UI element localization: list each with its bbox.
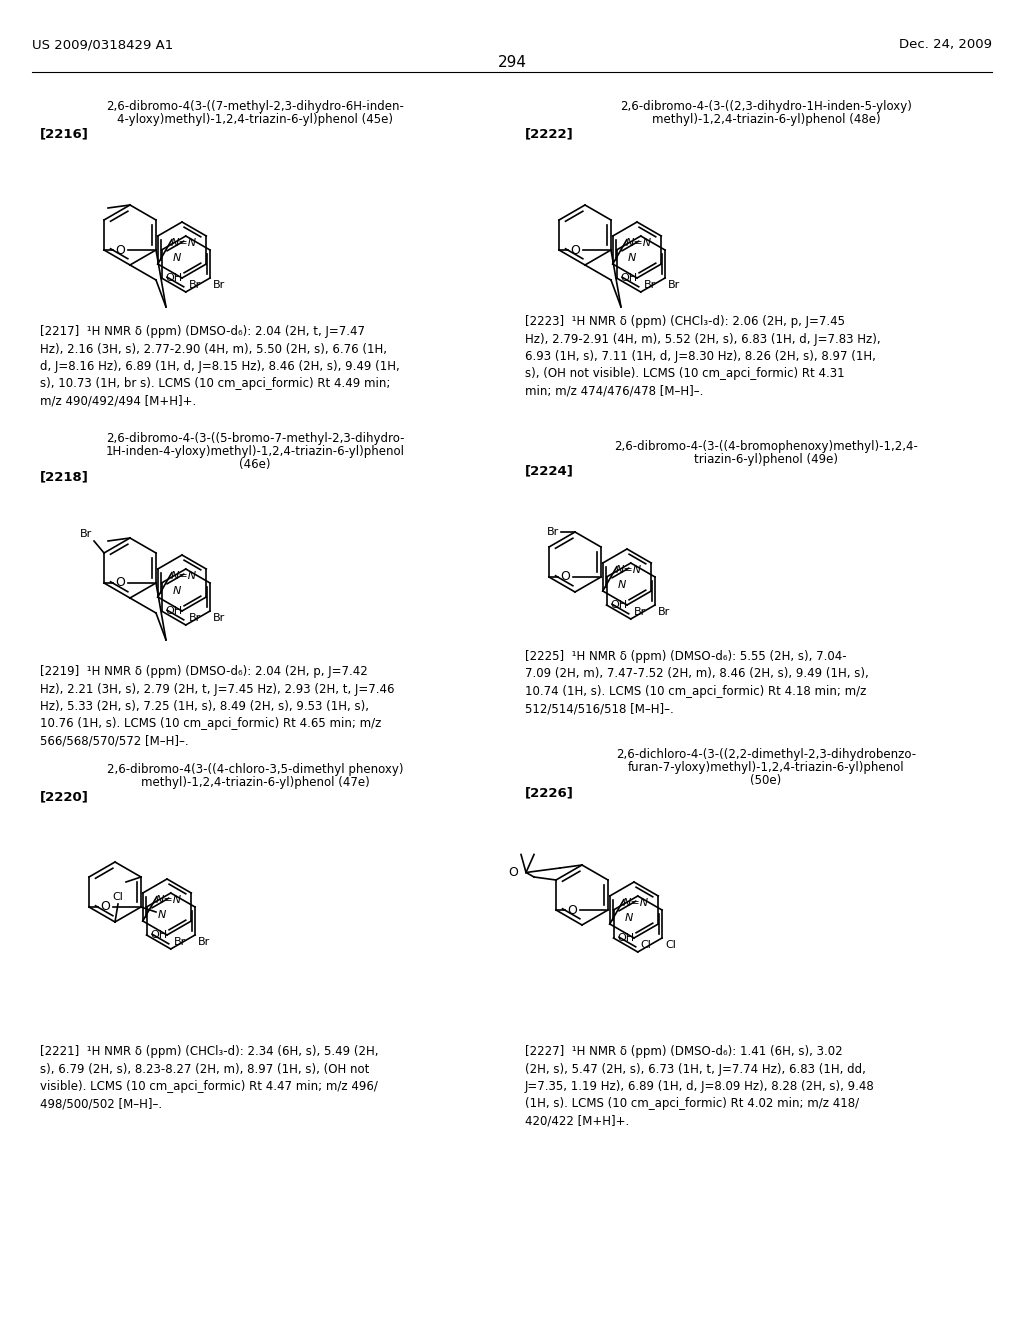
Text: 294: 294	[498, 55, 526, 70]
Text: OH: OH	[617, 933, 635, 942]
Text: N: N	[158, 909, 166, 920]
Text: Br: Br	[668, 280, 680, 290]
Text: N=N: N=N	[626, 238, 652, 248]
Text: [2220]: [2220]	[40, 789, 89, 803]
Text: Br: Br	[198, 937, 210, 946]
Text: 4-yloxy)methyl)-1,2,4-triazin-6-yl)phenol (45e): 4-yloxy)methyl)-1,2,4-triazin-6-yl)pheno…	[117, 114, 393, 125]
Text: Br: Br	[174, 937, 186, 946]
Text: [2217]  ¹H NMR δ (ppm) (DMSO-d₆): 2.04 (2H, t, J=7.47
Hz), 2.16 (3H, s), 2.77-2.: [2217] ¹H NMR δ (ppm) (DMSO-d₆): 2.04 (2…	[40, 325, 399, 408]
Text: OH: OH	[151, 931, 168, 940]
Text: N=N: N=N	[616, 565, 642, 576]
Text: O: O	[115, 577, 125, 590]
Text: N: N	[625, 913, 633, 923]
Text: O: O	[100, 900, 110, 913]
Text: triazin-6-yl)phenol (49e): triazin-6-yl)phenol (49e)	[694, 453, 838, 466]
Text: N: N	[173, 253, 181, 263]
Text: methyl)-1,2,4-triazin-6-yl)phenol (47e): methyl)-1,2,4-triazin-6-yl)phenol (47e)	[140, 776, 370, 789]
Text: [2221]  ¹H NMR δ (ppm) (CHCl₃-d): 2.34 (6H, s), 5.49 (2H,
s), 6.79 (2H, s), 8.23: [2221] ¹H NMR δ (ppm) (CHCl₃-d): 2.34 (6…	[40, 1045, 379, 1110]
Text: 2,6-dibromo-4-(3-((2,3-dihydro-1H-inden-5-yloxy): 2,6-dibromo-4-(3-((2,3-dihydro-1H-inden-…	[621, 100, 912, 114]
Text: Br: Br	[188, 612, 201, 623]
Text: OH: OH	[166, 273, 182, 282]
Text: OH: OH	[166, 606, 182, 616]
Text: Br: Br	[658, 607, 671, 616]
Text: [2222]: [2222]	[525, 127, 573, 140]
Text: O: O	[560, 570, 570, 583]
Text: N=N: N=N	[156, 895, 182, 906]
Text: 2,6-dichloro-4-(3-((2,2-dimethyl-2,3-dihydrobenzo-: 2,6-dichloro-4-(3-((2,2-dimethyl-2,3-dih…	[616, 748, 916, 762]
Text: (50e): (50e)	[751, 774, 781, 787]
Text: Br: Br	[634, 607, 646, 616]
Text: [2219]  ¹H NMR δ (ppm) (DMSO-d₆): 2.04 (2H, p, J=7.42
Hz), 2.21 (3H, s), 2.79 (2: [2219] ¹H NMR δ (ppm) (DMSO-d₆): 2.04 (2…	[40, 665, 394, 748]
Text: N=N: N=N	[171, 572, 197, 581]
Text: 2,6-dibromo-4-(3-((5-bromo-7-methyl-2,3-dihydro-: 2,6-dibromo-4-(3-((5-bromo-7-methyl-2,3-…	[105, 432, 404, 445]
Text: O: O	[570, 243, 580, 256]
Text: [2226]: [2226]	[525, 785, 573, 799]
Text: Br: Br	[188, 280, 201, 290]
Text: [2224]: [2224]	[525, 465, 573, 477]
Text: Br: Br	[213, 280, 225, 290]
Text: Dec. 24, 2009: Dec. 24, 2009	[899, 38, 992, 51]
Text: 2,6-dibromo-4(3-((4-chloro-3,5-dimethyl phenoxy): 2,6-dibromo-4(3-((4-chloro-3,5-dimethyl …	[106, 763, 403, 776]
Text: [2218]: [2218]	[40, 470, 89, 483]
Text: N: N	[173, 586, 181, 597]
Text: Cl: Cl	[641, 940, 651, 950]
Text: Cl: Cl	[113, 892, 124, 902]
Text: Cl: Cl	[665, 940, 676, 950]
Text: [2223]  ¹H NMR δ (ppm) (CHCl₃-d): 2.06 (2H, p, J=7.45
Hz), 2.79-2.91 (4H, m), 5.: [2223] ¹H NMR δ (ppm) (CHCl₃-d): 2.06 (2…	[525, 315, 881, 399]
Text: N: N	[628, 253, 636, 263]
Text: 2,6-dibromo-4-(3-((4-bromophenoxy)methyl)-1,2,4-: 2,6-dibromo-4-(3-((4-bromophenoxy)methyl…	[614, 440, 918, 453]
Text: Br: Br	[80, 529, 92, 539]
Text: Br: Br	[644, 280, 656, 290]
Text: US 2009/0318429 A1: US 2009/0318429 A1	[32, 38, 173, 51]
Text: methyl)-1,2,4-triazin-6-yl)phenol (48e): methyl)-1,2,4-triazin-6-yl)phenol (48e)	[651, 114, 881, 125]
Text: 2,6-dibromo-4(3-((7-methyl-2,3-dihydro-6H-inden-: 2,6-dibromo-4(3-((7-methyl-2,3-dihydro-6…	[106, 100, 403, 114]
Text: OH: OH	[610, 601, 628, 610]
Text: Br: Br	[547, 527, 559, 537]
Text: O: O	[508, 866, 518, 879]
Text: OH: OH	[621, 273, 638, 282]
Text: Br: Br	[213, 612, 225, 623]
Text: N=N: N=N	[623, 898, 649, 908]
Text: 1H-inden-4-yloxy)methyl)-1,2,4-triazin-6-yl)phenol: 1H-inden-4-yloxy)methyl)-1,2,4-triazin-6…	[105, 445, 404, 458]
Text: O: O	[115, 243, 125, 256]
Text: N: N	[617, 579, 627, 590]
Text: (46e): (46e)	[240, 458, 270, 471]
Text: O: O	[567, 903, 577, 916]
Text: [2216]: [2216]	[40, 127, 89, 140]
Text: N=N: N=N	[171, 238, 197, 248]
Text: [2227]  ¹H NMR δ (ppm) (DMSO-d₆): 1.41 (6H, s), 3.02
(2H, s), 5.47 (2H, s), 6.73: [2227] ¹H NMR δ (ppm) (DMSO-d₆): 1.41 (6…	[525, 1045, 874, 1129]
Text: [2225]  ¹H NMR δ (ppm) (DMSO-d₆): 5.55 (2H, s), 7.04-
7.09 (2H, m), 7.47-7.52 (2: [2225] ¹H NMR δ (ppm) (DMSO-d₆): 5.55 (2…	[525, 649, 868, 715]
Text: furan-7-yloxy)methyl)-1,2,4-triazin-6-yl)phenol: furan-7-yloxy)methyl)-1,2,4-triazin-6-yl…	[628, 762, 904, 774]
